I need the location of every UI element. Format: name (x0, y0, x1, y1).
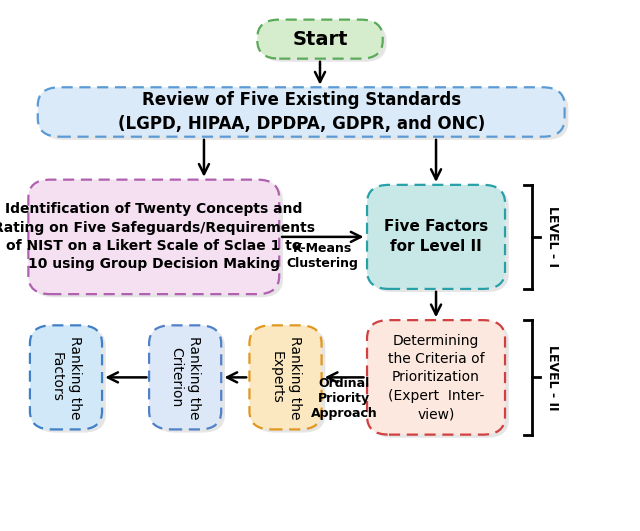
FancyBboxPatch shape (32, 183, 283, 297)
FancyBboxPatch shape (30, 326, 102, 430)
Text: LEVEL - I: LEVEL - I (545, 207, 559, 268)
FancyBboxPatch shape (153, 329, 225, 433)
Text: Five Factors
for Level II: Five Factors for Level II (384, 219, 488, 254)
Text: Start: Start (292, 30, 348, 49)
FancyBboxPatch shape (34, 329, 106, 433)
Text: Ranking the
Experts: Ranking the Experts (269, 336, 301, 419)
Text: Ranking the
Factors: Ranking the Factors (50, 336, 82, 419)
FancyBboxPatch shape (149, 326, 221, 430)
Text: Ranking the
Criterion: Ranking the Criterion (169, 336, 202, 419)
FancyBboxPatch shape (367, 320, 505, 434)
Text: Determining
the Criteria of
Prioritization
(Expert  Inter-
view): Determining the Criteria of Prioritizati… (388, 333, 484, 421)
FancyBboxPatch shape (253, 329, 325, 433)
FancyBboxPatch shape (42, 90, 568, 140)
Text: LEVEL - II: LEVEL - II (545, 345, 559, 410)
FancyBboxPatch shape (250, 326, 321, 430)
Text: Ordinal
Priority
Approach: Ordinal Priority Approach (310, 376, 377, 419)
Text: Review of Five Existing Standards
(LGPD, HIPAA, DPDPA, GDPR, and ONC): Review of Five Existing Standards (LGPD,… (118, 91, 485, 133)
FancyBboxPatch shape (257, 20, 383, 58)
FancyBboxPatch shape (367, 185, 505, 289)
FancyBboxPatch shape (261, 23, 387, 62)
FancyBboxPatch shape (28, 179, 279, 294)
FancyBboxPatch shape (371, 188, 509, 292)
Text: Identification of Twenty Concepts and
Rating on Five Safeguards/Requirements
of : Identification of Twenty Concepts and Ra… (0, 202, 315, 271)
FancyBboxPatch shape (371, 323, 509, 438)
FancyBboxPatch shape (38, 87, 564, 136)
Text: K-Means
Clustering: K-Means Clustering (287, 242, 358, 270)
